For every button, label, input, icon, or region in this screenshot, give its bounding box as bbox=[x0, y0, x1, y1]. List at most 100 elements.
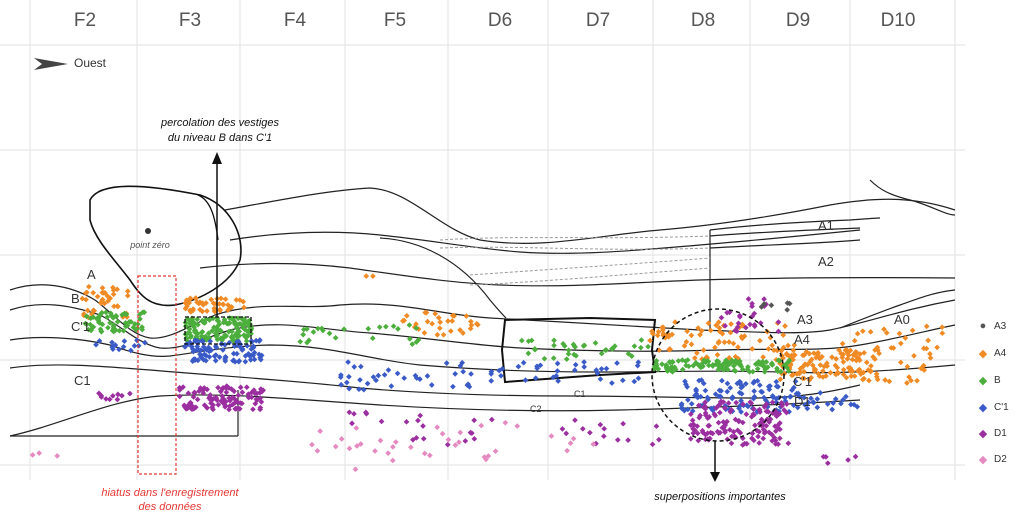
point-d1 bbox=[755, 433, 761, 440]
point-a3 bbox=[786, 300, 793, 307]
point-c1prime bbox=[222, 358, 229, 364]
point-a4 bbox=[927, 350, 933, 357]
point-c1prime bbox=[598, 366, 605, 372]
point-a4 bbox=[799, 375, 806, 382]
point-c1prime bbox=[716, 393, 722, 400]
point-a4 bbox=[911, 352, 917, 359]
point-a4 bbox=[849, 356, 856, 363]
point-d1 bbox=[702, 399, 708, 406]
point-d1 bbox=[217, 388, 224, 395]
point-d2 bbox=[314, 447, 321, 454]
point-d1 bbox=[245, 394, 252, 401]
point-a4 bbox=[233, 297, 240, 303]
point-a4 bbox=[99, 296, 106, 303]
point-c1prime bbox=[736, 378, 743, 385]
point-b bbox=[754, 365, 761, 372]
point-c1prime bbox=[250, 352, 257, 359]
point-a4 bbox=[811, 350, 817, 356]
point-a4 bbox=[769, 342, 775, 349]
point-d2 bbox=[457, 429, 464, 436]
point-a4 bbox=[94, 293, 101, 300]
point-d1 bbox=[760, 435, 767, 442]
point-d1 bbox=[704, 430, 711, 437]
point-a4 bbox=[90, 289, 97, 296]
point-d1 bbox=[713, 405, 720, 411]
point-a4 bbox=[847, 368, 854, 374]
point-c1prime bbox=[230, 357, 237, 364]
point-a4 bbox=[771, 347, 777, 354]
point-b bbox=[122, 323, 129, 330]
stratum-boundary bbox=[224, 187, 956, 244]
point-a4 bbox=[847, 365, 854, 371]
point-b bbox=[631, 343, 638, 349]
point-b bbox=[211, 324, 217, 331]
legend-marker: ● bbox=[979, 320, 987, 332]
point-d2 bbox=[352, 466, 359, 473]
point-b bbox=[223, 333, 230, 339]
point-d1 bbox=[724, 418, 730, 425]
point-b bbox=[700, 363, 706, 370]
point-c1prime bbox=[499, 365, 506, 372]
point-d1 bbox=[254, 390, 260, 397]
point-c1prime bbox=[808, 395, 814, 402]
point-b bbox=[235, 328, 242, 334]
point-b bbox=[550, 355, 557, 361]
layer-label-a2: A2 bbox=[818, 254, 834, 269]
point-c1prime bbox=[682, 378, 688, 385]
point-c1prime bbox=[597, 376, 604, 382]
point-a4 bbox=[904, 380, 910, 386]
point-b bbox=[228, 334, 235, 341]
point-d1 bbox=[751, 310, 758, 317]
grid-col-f5: F5 bbox=[383, 10, 407, 31]
point-d1 bbox=[722, 429, 728, 435]
point-d1 bbox=[232, 400, 238, 406]
point-a4 bbox=[85, 283, 92, 290]
point-a4 bbox=[666, 346, 673, 352]
point-a4 bbox=[713, 322, 720, 329]
point-c1prime bbox=[401, 375, 408, 381]
point-d1 bbox=[749, 300, 755, 307]
point-b bbox=[395, 326, 401, 332]
point-c1prime bbox=[678, 401, 685, 407]
point-a4 bbox=[241, 304, 247, 311]
point-a4 bbox=[83, 289, 90, 296]
point-c1prime bbox=[235, 358, 242, 365]
point-a4 bbox=[649, 328, 655, 335]
point-b bbox=[315, 325, 321, 332]
point-d2 bbox=[452, 442, 459, 448]
point-b bbox=[235, 332, 242, 339]
point-c1prime bbox=[719, 377, 725, 384]
point-a4 bbox=[813, 354, 819, 361]
point-d1 bbox=[444, 441, 451, 448]
point-d1 bbox=[114, 396, 121, 403]
dashed-correlation-line bbox=[439, 246, 711, 250]
artefact-points bbox=[29, 273, 946, 473]
point-c1prime bbox=[116, 346, 122, 353]
point-b bbox=[121, 310, 128, 317]
point-a4 bbox=[851, 373, 858, 379]
point-d1 bbox=[193, 404, 199, 411]
point-d1 bbox=[127, 390, 133, 397]
point-a4 bbox=[114, 303, 121, 309]
point-d1 bbox=[253, 396, 260, 403]
point-b bbox=[219, 337, 225, 344]
point-c1prime bbox=[738, 409, 744, 415]
point-b bbox=[225, 320, 232, 327]
point-a4 bbox=[788, 352, 795, 359]
point-a4 bbox=[451, 313, 457, 319]
point-c1prime bbox=[769, 393, 776, 399]
point-b bbox=[245, 323, 252, 329]
point-d1 bbox=[695, 402, 702, 409]
point-c1prime bbox=[619, 377, 626, 384]
point-b bbox=[189, 322, 196, 329]
point-c1prime bbox=[694, 394, 701, 401]
point-d1 bbox=[699, 427, 706, 434]
point-a4 bbox=[760, 354, 766, 360]
point-d1 bbox=[191, 389, 198, 396]
point-d1 bbox=[563, 430, 570, 437]
grid-col-d6: D6 bbox=[487, 10, 513, 31]
point-c1prime bbox=[550, 374, 556, 381]
point-a4 bbox=[867, 328, 874, 335]
point-d1 bbox=[690, 430, 697, 436]
